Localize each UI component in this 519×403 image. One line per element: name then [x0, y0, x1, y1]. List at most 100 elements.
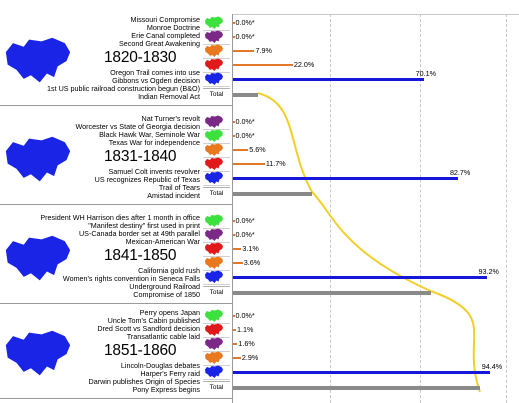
region-icon-cell [203, 143, 230, 158]
event-label: 1st US public railroad construction begu… [46, 84, 200, 93]
blue-region-icon [205, 365, 223, 378]
region-icon-cell [203, 351, 230, 366]
green-region-icon [205, 16, 223, 29]
share-label: 0.0%* [235, 117, 255, 126]
total-bar [233, 386, 480, 390]
event-label: Missouri Compromise [130, 15, 201, 24]
event-label: "Manifest destiny" first used in print [88, 221, 200, 230]
region-icon-cell [203, 44, 230, 59]
us-map-shape [5, 235, 71, 281]
us-map-shape [5, 330, 71, 376]
gridline [420, 14, 421, 403]
share-bar [233, 36, 235, 38]
share-bar [233, 64, 293, 66]
event-label: Monroe Doctrine [146, 23, 200, 32]
share-bar [233, 78, 424, 81]
region-icon-cell [203, 323, 230, 338]
share-label: 1.6% [238, 339, 255, 348]
green-region-icon [205, 129, 223, 142]
orange-region-icon [205, 256, 223, 269]
region-icon-cell [203, 129, 230, 144]
decade-block: Perry opens Japan Uncle Tom's Cabin publi… [0, 305, 232, 400]
us-map-icon [2, 234, 74, 284]
event-label: Erie Canal completed [131, 31, 200, 40]
share-bar [233, 177, 458, 180]
share-label: 0.0%* [235, 230, 255, 239]
block-separator [0, 204, 232, 205]
orange-region-icon [205, 351, 223, 364]
event-label: Uncle Tom's Cabin published [107, 316, 200, 325]
blue-region-icon [205, 171, 223, 184]
share-bar [233, 163, 265, 165]
total-label: Total [203, 286, 230, 299]
region-icon-cell [203, 242, 230, 257]
share-label: 0.0%* [235, 311, 255, 320]
share-label: 0.0%* [235, 18, 255, 27]
chart-baseline [232, 14, 233, 403]
region-icon-cell [203, 16, 230, 31]
block-separator [0, 398, 232, 399]
share-bar [233, 315, 235, 317]
share-bar [233, 357, 241, 359]
us-map-icon [2, 329, 74, 379]
us-map-icon [2, 135, 74, 185]
event-label: California gold rush [138, 266, 200, 275]
share-label: 70.1% [415, 69, 437, 78]
purple-region-icon [205, 30, 223, 43]
region-icon-cell [203, 72, 230, 87]
purple-region-icon [205, 115, 223, 128]
red-region-icon [205, 242, 223, 255]
region-icon-cell [203, 270, 230, 285]
blue-region-icon [205, 72, 223, 85]
event-label: Amistad incident [147, 191, 200, 200]
us-map-icon [2, 36, 74, 86]
share-label: 5.6% [249, 145, 266, 154]
share-bar [233, 329, 236, 331]
total-bar [233, 291, 431, 295]
share-label: 94.4% [481, 362, 503, 371]
block-separator [0, 105, 232, 106]
total-label: Total [203, 187, 230, 200]
share-bar [233, 248, 242, 250]
orange-region-icon [205, 44, 223, 57]
share-bar [233, 371, 490, 374]
total-label: Total [203, 88, 230, 101]
gridline [330, 14, 331, 403]
decade-title: 1831-1840 [104, 148, 177, 165]
event-label: Lincoln-Douglas debates [120, 361, 200, 370]
event-label: Darwin publishes Origin of Species [88, 377, 200, 386]
green-region-icon [205, 309, 223, 322]
event-label: Indian Removal Act [138, 92, 200, 101]
region-icon-cell [203, 228, 230, 243]
purple-region-icon [205, 228, 223, 241]
event-label: Transatlantic cable laid [126, 332, 200, 341]
total-bar [233, 93, 258, 97]
red-region-icon [205, 157, 223, 170]
event-label: Underground Railroad [129, 282, 200, 291]
event-label: US recognizes Republic of Texas [94, 175, 200, 184]
purple-region-icon [205, 337, 223, 350]
share-label: 0.0%* [235, 216, 255, 225]
region-icon-cell [203, 214, 230, 229]
event-label: US-Canada border set at 49th parallel [78, 229, 200, 238]
share-bar [233, 234, 235, 236]
share-label: 1.1% [236, 325, 254, 334]
event-label: Samuel Colt invents revolver [108, 167, 200, 176]
region-icon-cell [203, 157, 230, 172]
share-bar [233, 343, 238, 345]
share-label: 0.0%* [235, 131, 255, 140]
region-icon-cell [203, 30, 230, 45]
event-label: Oregon Trail comes into use [110, 68, 200, 77]
event-label: Gibbons vs Ogden decision [112, 76, 200, 85]
region-icon-cell [203, 337, 230, 352]
event-label: Trail of Tears [158, 183, 200, 192]
event-label: Perry opens Japan [139, 308, 200, 317]
share-label: 2.9% [241, 353, 259, 362]
share-bar [233, 22, 235, 24]
share-bar [233, 50, 255, 52]
share-bar [233, 220, 235, 222]
share-label: 3.6% [243, 258, 261, 267]
share-bar [233, 149, 249, 151]
decade-title: 1820-1830 [104, 49, 177, 66]
decade-block: Nat Turner's revolt Worcester vs State of… [0, 111, 232, 206]
